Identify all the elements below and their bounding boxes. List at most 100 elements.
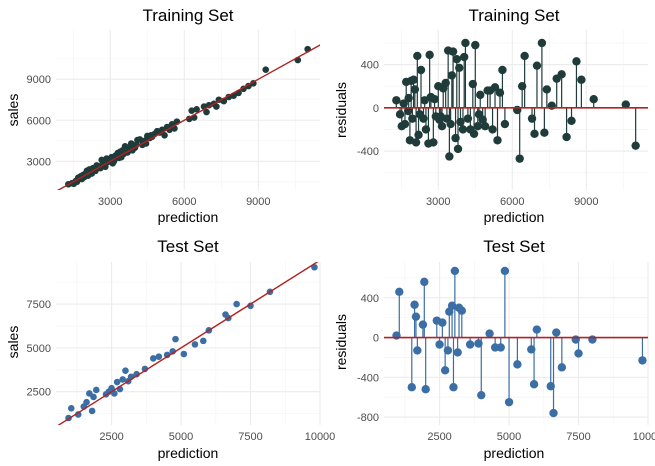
data-point: [416, 65, 426, 75]
data-point: [392, 96, 401, 105]
data-point: [452, 54, 461, 64]
data-point: [161, 131, 168, 139]
x-axis-title: prediction: [158, 445, 219, 461]
y-axis-title: residuals: [333, 314, 349, 370]
data-point: [446, 119, 455, 129]
data-point: [407, 383, 416, 392]
data-point: [408, 114, 417, 123]
y-axis-title: residuals: [333, 82, 349, 138]
data-point: [588, 335, 597, 344]
y-axis-title: sales: [5, 94, 21, 127]
x-tick-label: 2500: [99, 431, 123, 443]
grid: [56, 262, 321, 425]
data-point: [74, 411, 82, 418]
data-point: [465, 340, 475, 349]
plot-area: [57, 44, 320, 190]
data-point: [90, 393, 97, 401]
data-point: [530, 129, 539, 138]
data-point: [485, 329, 494, 338]
y-tick-label: 7500: [27, 299, 51, 311]
y-tick-label: -400: [357, 146, 379, 158]
x-tick-label: 7500: [566, 431, 590, 443]
data-point: [456, 117, 465, 127]
grid: [384, 262, 649, 425]
data-point: [638, 356, 647, 365]
y-tick-label: -800: [357, 412, 379, 424]
data-point: [180, 350, 188, 358]
data-point: [155, 353, 163, 360]
data-point: [457, 306, 467, 315]
data-point: [395, 287, 404, 297]
data-point: [498, 65, 507, 75]
data-point: [552, 328, 561, 337]
data-point: [403, 106, 413, 116]
data-point: [392, 331, 401, 340]
data-point: [621, 100, 630, 109]
x-tick-label: 5000: [497, 431, 521, 443]
data-point: [410, 85, 420, 94]
x-axis-title: prediction: [158, 209, 219, 225]
data-point: [557, 363, 567, 372]
data-point: [149, 355, 157, 362]
data-point: [476, 90, 485, 100]
data-point: [88, 407, 96, 415]
plot-area: [384, 266, 648, 418]
data-point: [409, 75, 418, 84]
data-point: [450, 266, 460, 276]
panel-title: Test Set: [157, 237, 219, 256]
data-point: [199, 337, 207, 345]
y-tick-label: 2500: [27, 387, 51, 399]
data-point: [471, 40, 480, 50]
data-point: [589, 94, 598, 104]
data-point: [537, 38, 547, 48]
x-tick-label: 7500: [238, 431, 262, 443]
data-point: [493, 136, 502, 145]
x-tick-label: 3000: [98, 196, 122, 208]
data-point: [459, 52, 469, 62]
data-point: [473, 122, 482, 131]
data-point: [504, 397, 514, 407]
data-point: [495, 88, 505, 97]
data-point: [574, 349, 583, 358]
data-point: [453, 348, 462, 357]
data-point: [449, 383, 458, 392]
y-tick-label: 9000: [27, 74, 51, 86]
data-point: [520, 51, 529, 61]
panel-title: Test Set: [483, 237, 545, 256]
data-point: [133, 370, 140, 378]
data-point: [451, 133, 460, 143]
data-point: [542, 85, 552, 94]
data-point: [169, 348, 177, 355]
data-point: [527, 114, 537, 123]
x-tick-label: 10000: [305, 431, 336, 443]
data-point: [213, 103, 220, 110]
data-point: [418, 320, 428, 329]
data-point: [567, 116, 576, 126]
data-point: [421, 125, 431, 134]
data-point: [413, 51, 422, 61]
data-point: [122, 367, 129, 374]
data-point: [513, 360, 522, 369]
y-tick-label: 5000: [27, 343, 51, 355]
data-point: [438, 318, 447, 327]
data-point: [404, 93, 413, 103]
data-point: [411, 138, 421, 147]
data-point: [461, 38, 470, 48]
data-point: [92, 386, 100, 394]
data-point: [247, 302, 254, 310]
data-point: [445, 152, 454, 161]
data-point: [500, 266, 510, 276]
data-point: [468, 79, 478, 89]
x-tick-label: 6000: [500, 196, 524, 208]
y-tick-label: 6000: [27, 115, 51, 127]
y-tick-label: 400: [361, 60, 379, 72]
data-point: [395, 110, 405, 119]
data-point: [113, 378, 121, 386]
data-point: [447, 301, 457, 310]
x-axis-title: prediction: [484, 445, 545, 461]
data-point: [546, 382, 555, 391]
data-point: [447, 71, 457, 80]
identity-reference-line: [57, 262, 319, 425]
y-tick-label: 400: [361, 293, 379, 305]
